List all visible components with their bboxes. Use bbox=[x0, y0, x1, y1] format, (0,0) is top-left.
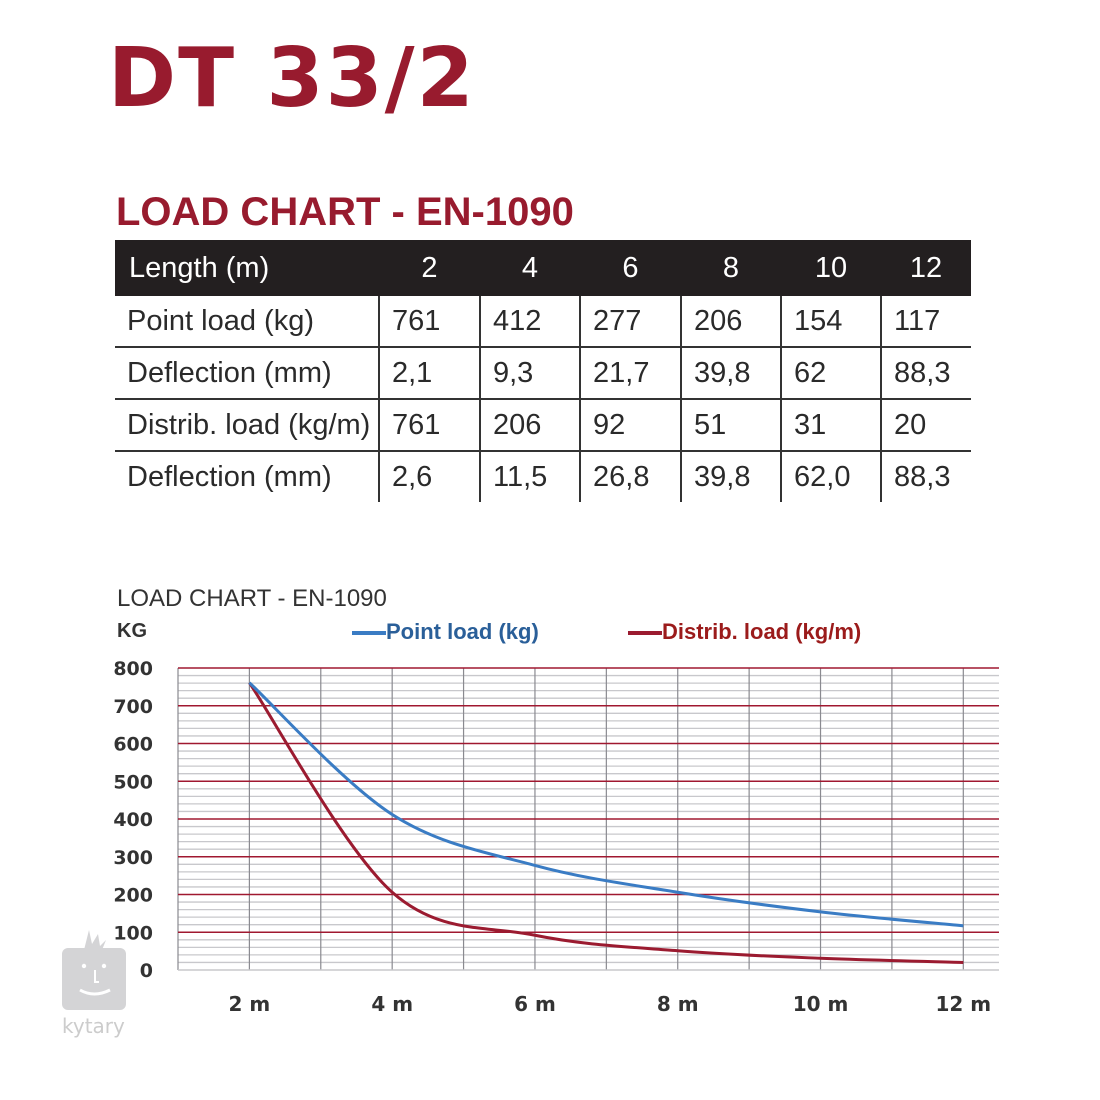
header-cell: Length (m) bbox=[115, 240, 379, 296]
table-cell: 31 bbox=[781, 399, 882, 452]
legend-label: Point load (kg) bbox=[386, 619, 539, 644]
table-cell: 2,6 bbox=[379, 451, 481, 502]
table-cell: 206 bbox=[480, 399, 581, 452]
table-cell: 39,8 bbox=[681, 347, 782, 400]
watermark-text: kytary bbox=[62, 1014, 125, 1038]
y-tick-label: 600 bbox=[113, 734, 153, 756]
table-cell: 26,8 bbox=[580, 451, 682, 502]
x-tick-label: 2 m bbox=[229, 992, 271, 1016]
legend-point-load: Point load (kg) bbox=[352, 619, 539, 645]
series-line-distrib-load bbox=[248, 681, 964, 964]
table-cell: 88,3 bbox=[894, 460, 951, 493]
legend-distrib-load: Distrib. load (kg/m) bbox=[628, 619, 861, 645]
legend-swatch bbox=[628, 631, 662, 636]
kytary-logo bbox=[62, 930, 126, 1010]
y-tick-label: 400 bbox=[113, 809, 153, 831]
table-header-row: Length (m) 2 4 6 8 10 12 bbox=[115, 240, 971, 296]
table-cell: 62,0 bbox=[781, 451, 882, 502]
table-cell: 117 bbox=[881, 296, 971, 348]
x-tick-label: 4 m bbox=[371, 992, 413, 1016]
table-row: Point load (kg) 761 412 277 206 154 117 bbox=[115, 296, 971, 348]
table-cell: 88,3 bbox=[881, 347, 971, 400]
table-cell: 20 bbox=[881, 399, 971, 452]
y-tick-label: 800 bbox=[113, 658, 153, 680]
table-cell: 277 bbox=[580, 296, 682, 348]
table-cell: 206 bbox=[681, 296, 782, 348]
load-table: Length (m) 2 4 6 8 10 12 Point load (kg)… bbox=[115, 240, 971, 502]
row-label: Deflection (mm) bbox=[115, 347, 380, 400]
header-cell: 6 bbox=[580, 240, 681, 296]
chart-title: LOAD CHART - EN-1090 bbox=[117, 585, 387, 612]
table-cell: 761 bbox=[379, 296, 481, 348]
table-cell: 51 bbox=[681, 399, 782, 452]
y-tick-label: 700 bbox=[113, 696, 153, 718]
y-tick-label: 200 bbox=[113, 885, 153, 907]
section-title: LOAD CHART - EN-1090 bbox=[116, 190, 574, 234]
x-tick-label: 12 m bbox=[935, 992, 991, 1016]
x-tick-label: 8 m bbox=[657, 992, 699, 1016]
y-axis-label: KG bbox=[117, 620, 147, 642]
y-tick-label: 100 bbox=[113, 922, 153, 944]
row-label: Deflection (mm) bbox=[115, 451, 380, 502]
row-label: Distrib. load (kg/m) bbox=[115, 399, 380, 452]
table-cell: 2,1 bbox=[379, 347, 481, 400]
table-row: Distrib. load (kg/m) 761 206 92 51 31 20 bbox=[115, 399, 971, 452]
row-label: Point load (kg) bbox=[115, 296, 380, 348]
x-tick-label: 6 m bbox=[514, 992, 556, 1016]
header-cell: 4 bbox=[480, 240, 580, 296]
legend-swatch bbox=[352, 631, 386, 636]
table-cell: 412 bbox=[480, 296, 581, 348]
table-cell: 11,5 bbox=[480, 451, 581, 502]
table-cell: 39,8 bbox=[681, 451, 782, 502]
legend-label: Distrib. load (kg/m) bbox=[662, 619, 862, 644]
y-tick-label: 0 bbox=[140, 960, 153, 982]
page-title: DT 33/2 bbox=[108, 31, 476, 126]
table-cell: 761 bbox=[379, 399, 481, 452]
table-cell: 92 bbox=[580, 399, 682, 452]
header-cell: 10 bbox=[781, 240, 881, 296]
header-cell: 12 bbox=[881, 240, 971, 296]
header-cell: 8 bbox=[681, 240, 781, 296]
table-row: Deflection (mm) 2,6 11,5 26,8 39,8 62,0 88,3 bbox=[115, 451, 971, 502]
header-cell: 2 bbox=[379, 240, 480, 296]
table-cell: 9,3 bbox=[480, 347, 581, 400]
series-line-point-load bbox=[248, 681, 964, 928]
y-tick-label: 300 bbox=[113, 847, 153, 869]
table-cell: 154 bbox=[781, 296, 882, 348]
x-tick-label: 10 m bbox=[793, 992, 849, 1016]
table-cell: 62 bbox=[781, 347, 882, 400]
table-row: Deflection (mm) 2,1 9,3 21,7 39,8 62 88,3 bbox=[115, 347, 971, 400]
table-cell: 21,7 bbox=[580, 347, 682, 400]
y-tick-label: 500 bbox=[113, 771, 153, 793]
